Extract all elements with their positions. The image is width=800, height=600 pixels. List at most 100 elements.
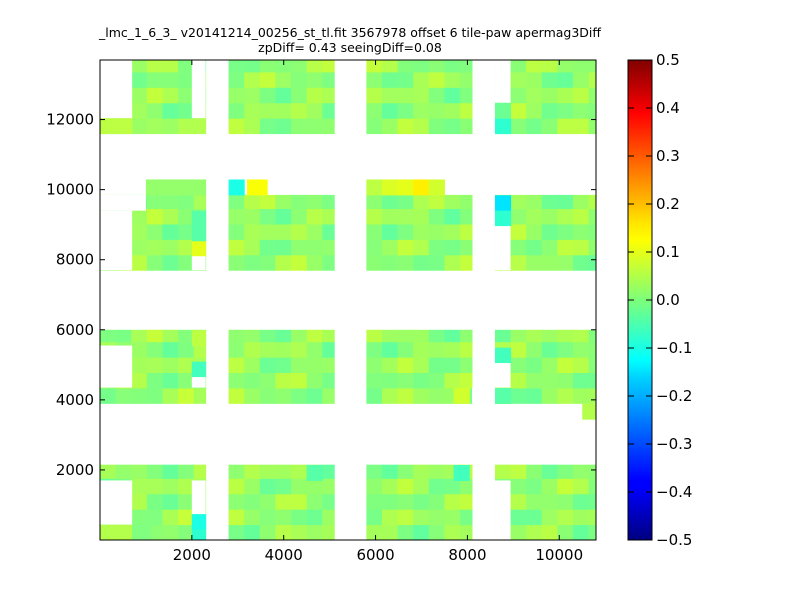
heatmap-cell xyxy=(381,60,399,73)
heatmap-cell xyxy=(460,372,473,389)
heatmap-cell-highlight xyxy=(191,225,207,242)
heatmap-cell xyxy=(588,329,596,343)
heatmap-cell xyxy=(306,357,323,374)
heatmap-cell xyxy=(275,387,292,404)
heatmap-cell xyxy=(131,239,148,256)
heatmap-cell xyxy=(275,254,292,271)
heatmap-cell xyxy=(413,357,430,374)
heatmap-cell xyxy=(366,239,383,256)
heatmap-cell xyxy=(146,194,163,210)
heatmap-cell xyxy=(413,208,430,225)
heatmap-cell xyxy=(557,464,574,479)
heatmap-cell xyxy=(259,357,276,374)
heatmap-cell xyxy=(460,60,473,73)
heatmap-cell xyxy=(162,208,179,225)
heatmap-cell xyxy=(228,329,245,343)
heatmap-cell xyxy=(444,254,461,271)
heatmap-cell xyxy=(291,329,308,343)
heatmap-cell xyxy=(244,87,261,104)
heatmap-cell xyxy=(428,118,445,135)
heatmap-cell xyxy=(291,87,308,104)
heatmap-cell xyxy=(381,524,399,540)
heatmap-cell xyxy=(526,464,543,479)
heatmap-cell-highlight xyxy=(494,195,512,212)
heatmap-cell xyxy=(366,208,383,225)
heatmap-cell xyxy=(573,60,590,73)
heatmap-cell xyxy=(397,239,414,256)
heatmap-cell xyxy=(573,87,590,104)
masked-region xyxy=(100,194,146,211)
heatmap-cell xyxy=(275,478,292,495)
heatmap-cell xyxy=(541,239,558,256)
heatmap-cell xyxy=(146,118,163,135)
heatmap-cell xyxy=(413,341,430,358)
heatmap-cell xyxy=(291,102,308,119)
heatmap-cell xyxy=(526,387,543,404)
heatmap-cell xyxy=(397,223,414,240)
heatmap-cell xyxy=(259,387,276,404)
heatmap-cell xyxy=(291,478,308,495)
heatmap-layer xyxy=(100,60,596,540)
heatmap-cell xyxy=(381,493,399,510)
heatmap-cell xyxy=(366,509,383,526)
heatmap-cell xyxy=(573,464,590,479)
heatmap-cell xyxy=(510,341,527,358)
heatmap-cell xyxy=(588,239,596,256)
heatmap-cell xyxy=(275,102,292,119)
heatmap-cell xyxy=(228,341,245,358)
heatmap-cell xyxy=(306,524,323,540)
masked-region xyxy=(191,60,206,119)
heatmap-cell xyxy=(178,509,195,526)
colorbar-tick-label: −0.1 xyxy=(656,339,692,357)
heatmap-cell xyxy=(413,118,430,135)
heatmap-cell xyxy=(366,60,383,73)
heatmap-cell xyxy=(306,478,323,495)
heatmap-cell xyxy=(131,387,148,404)
heatmap-cell xyxy=(573,509,590,526)
heatmap-cell xyxy=(444,102,461,119)
heatmap-cell xyxy=(573,102,590,119)
heatmap-cell xyxy=(291,341,308,358)
heatmap-cell xyxy=(228,357,245,374)
heatmap-cell xyxy=(428,254,445,271)
heatmap-cell xyxy=(322,223,335,240)
heatmap-cell xyxy=(428,524,445,540)
masked-region xyxy=(494,363,511,388)
heatmap-cell xyxy=(397,71,414,88)
heatmap-cell xyxy=(366,493,383,510)
heatmap-cell xyxy=(291,387,308,404)
heatmap-cell xyxy=(413,329,430,343)
heatmap-cell xyxy=(510,372,527,389)
heatmap-cell xyxy=(131,357,148,374)
heatmap-cell xyxy=(322,387,335,404)
heatmap-cell xyxy=(444,478,461,495)
heatmap-cell xyxy=(428,194,445,210)
heatmap-cell xyxy=(131,71,148,88)
heatmap-cell-highlight xyxy=(191,210,207,227)
heatmap-cell xyxy=(573,71,590,88)
heatmap-cell xyxy=(322,464,335,479)
heatmap-cell xyxy=(291,254,308,271)
heatmap-cell xyxy=(162,254,179,271)
heatmap-cell xyxy=(588,71,596,88)
heatmap-cell xyxy=(557,102,574,119)
heatmap-cell-highlight xyxy=(191,514,207,530)
heatmap-cell xyxy=(510,102,527,119)
heatmap-cell xyxy=(259,223,276,240)
heatmap-cell xyxy=(381,87,399,104)
heatmap-cell xyxy=(366,372,383,389)
heatmap-cell xyxy=(366,464,383,479)
heatmap-cell xyxy=(146,509,163,526)
heatmap-cell xyxy=(541,387,558,404)
heatmap-cell xyxy=(381,509,399,526)
masked-region xyxy=(100,210,133,271)
heatmap-cell xyxy=(541,254,558,271)
heatmap-cell xyxy=(259,194,276,210)
heatmap-cell xyxy=(557,87,574,104)
heatmap-cell xyxy=(366,329,383,343)
heatmap-cell xyxy=(526,357,543,374)
heatmap-cell xyxy=(115,329,132,343)
heatmap-cell xyxy=(131,478,148,495)
heatmap-cell xyxy=(162,464,179,479)
